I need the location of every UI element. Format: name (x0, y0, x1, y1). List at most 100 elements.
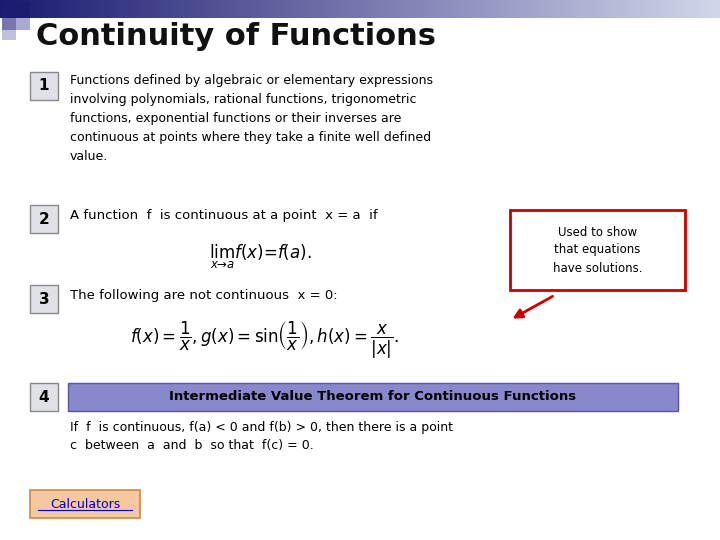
Bar (254, 0, 257, 18)
Bar (401, 0, 404, 18)
Bar (696, 0, 699, 18)
Bar (461, 0, 464, 18)
Bar (425, 0, 428, 18)
Bar (605, 0, 608, 18)
Bar (153, 0, 156, 18)
Bar (713, 0, 716, 18)
Bar (101, 0, 104, 18)
Bar (22, 0, 24, 18)
Bar (405, 0, 408, 18)
Bar (218, 0, 221, 18)
Bar (91, 0, 94, 18)
Bar (360, 0, 363, 18)
Bar (693, 0, 696, 18)
Bar (221, 0, 224, 18)
Bar (672, 0, 675, 18)
Bar (384, 0, 387, 18)
Bar (30, 285, 58, 313)
Bar (547, 0, 550, 18)
Bar (338, 0, 341, 18)
Bar (621, 0, 624, 18)
Bar (480, 0, 483, 18)
Bar (197, 0, 199, 18)
Bar (295, 0, 298, 18)
Bar (413, 0, 415, 18)
Bar (55, 0, 58, 18)
Bar (655, 0, 658, 18)
Bar (60, 0, 63, 18)
Bar (646, 0, 649, 18)
Bar (569, 0, 572, 18)
Bar (510, 210, 685, 290)
Bar (81, 0, 84, 18)
Bar (319, 0, 322, 18)
Bar (324, 0, 327, 18)
Bar (161, 0, 163, 18)
Bar (257, 0, 260, 18)
Bar (552, 0, 555, 18)
Bar (19, 0, 22, 18)
Bar (9, 0, 12, 18)
Bar (182, 0, 185, 18)
Bar (99, 0, 102, 18)
Bar (382, 0, 384, 18)
Bar (689, 0, 692, 18)
Bar (84, 0, 87, 18)
Bar (657, 0, 660, 18)
Bar (274, 0, 276, 18)
Bar (151, 0, 154, 18)
Bar (245, 0, 248, 18)
Bar (542, 0, 545, 18)
Bar (554, 0, 557, 18)
Bar (619, 0, 622, 18)
Bar (482, 0, 485, 18)
Bar (120, 0, 123, 18)
Bar (48, 0, 51, 18)
Bar (665, 0, 667, 18)
Bar (2, 0, 5, 18)
Bar (279, 0, 282, 18)
Bar (30, 72, 58, 100)
Bar (497, 0, 500, 18)
Bar (50, 0, 53, 18)
Bar (351, 0, 354, 18)
Bar (408, 0, 411, 18)
Bar (576, 0, 579, 18)
Bar (398, 0, 401, 18)
Bar (38, 0, 41, 18)
Bar (228, 0, 231, 18)
Bar (209, 0, 212, 18)
Bar (513, 0, 516, 18)
Bar (36, 0, 39, 18)
Bar (718, 0, 720, 18)
Bar (379, 0, 382, 18)
Bar (703, 0, 706, 18)
Bar (686, 0, 689, 18)
Bar (110, 0, 113, 18)
Bar (583, 0, 586, 18)
Bar (94, 0, 96, 18)
Bar (437, 0, 440, 18)
Bar (41, 0, 44, 18)
Bar (427, 0, 430, 18)
Bar (113, 0, 116, 18)
Bar (108, 0, 111, 18)
Bar (79, 0, 82, 18)
Bar (353, 0, 356, 18)
Bar (670, 0, 672, 18)
Bar (243, 0, 246, 18)
Bar (449, 0, 451, 18)
Bar (211, 0, 214, 18)
Bar (180, 0, 183, 18)
Bar (504, 0, 507, 18)
Text: c  between  a  and  b  so that  f(c) = 0.: c between a and b so that f(c) = 0. (70, 439, 314, 452)
Bar (0, 0, 3, 18)
Bar (29, 0, 32, 18)
Bar (540, 0, 543, 18)
Bar (158, 0, 161, 18)
Bar (74, 0, 77, 18)
Bar (636, 0, 639, 18)
Text: $f(x) = \dfrac{1}{x}, g(x) = \sin\!\left(\dfrac{1}{x}\right), h(x) = \dfrac{x}{|: $f(x) = \dfrac{1}{x}, g(x) = \sin\!\left… (130, 319, 400, 360)
Bar (631, 0, 634, 18)
Bar (333, 0, 336, 18)
